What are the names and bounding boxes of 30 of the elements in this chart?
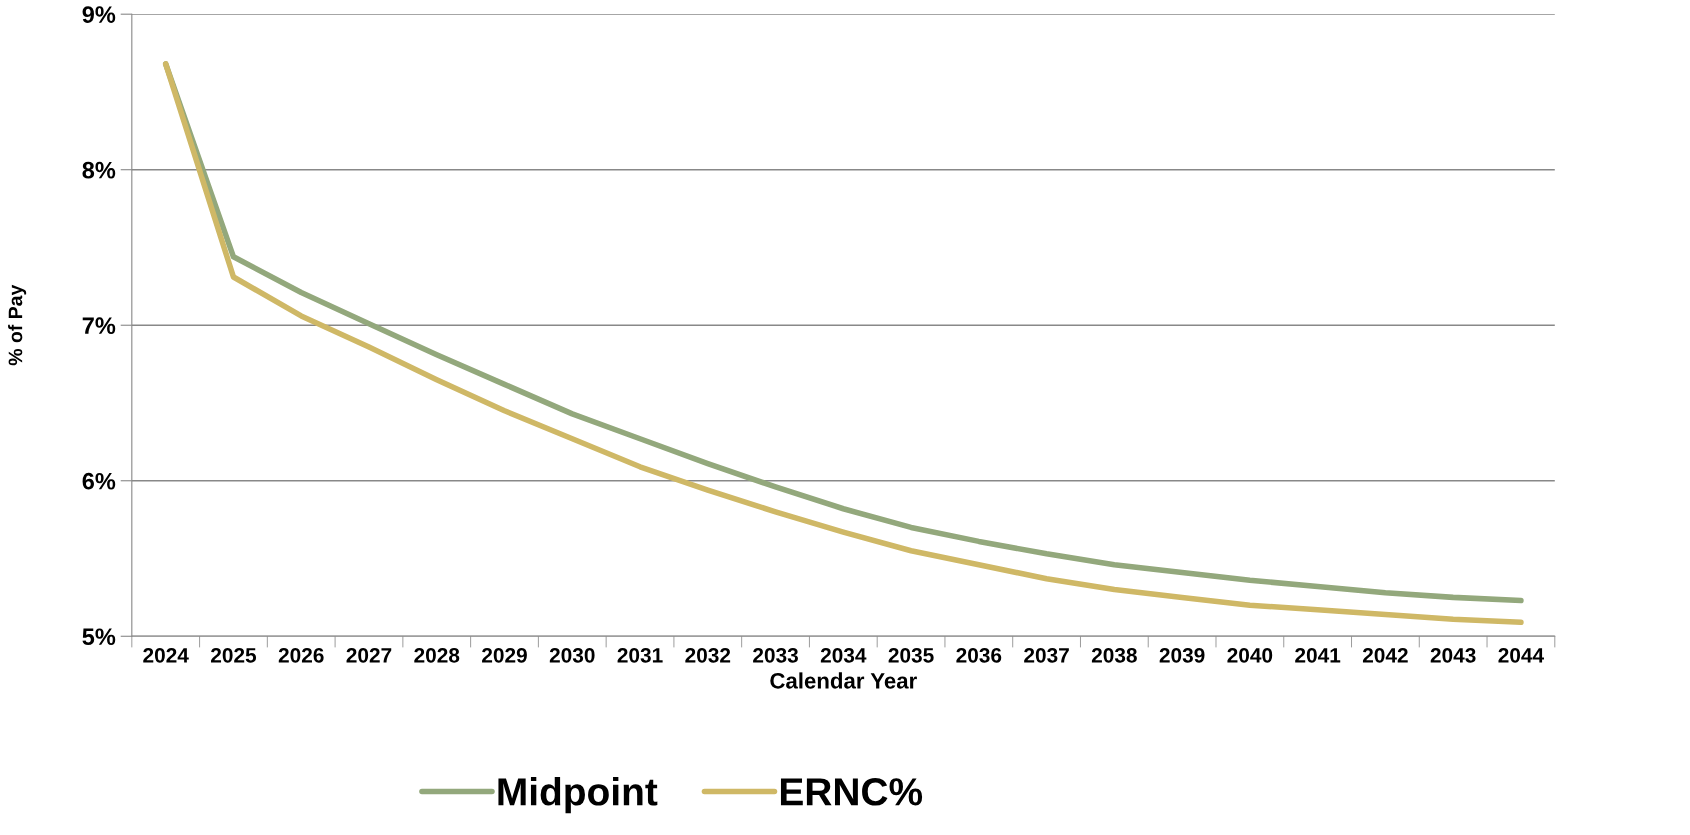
y-axis-title: % of Pay [8,284,27,366]
legend-label: Midpoint [498,777,658,814]
y-tick-label: 6% [82,472,116,490]
x-tick-label: 2039 [1159,647,1205,663]
y-tick-label: 5% [82,628,116,646]
x-tick-label: 2036 [956,647,1002,663]
x-tick-label: 2029 [482,647,527,663]
x-tick-label: 2030 [549,647,595,663]
legend-label: ERNC% [780,778,923,806]
x-tick-label: 2034 [820,647,867,663]
y-tick-label: 8% [82,161,116,179]
y-tick-label: 9% [82,6,116,23]
x-tick-label: 2025 [211,647,257,663]
x-tick-label: 2027 [346,647,392,663]
x-tick-label: 2026 [278,647,324,663]
x-tick-label: 2042 [1362,647,1408,663]
x-tick-label: 2031 [617,647,663,663]
x-axis-title: Calendar Year [770,672,917,689]
x-tick-label: 2040 [1227,647,1273,663]
x-tick-label: 2044 [1498,647,1544,663]
x-tick-label: 2033 [753,647,798,663]
x-tick-label: 2032 [685,647,731,663]
x-tick-label: 2037 [1024,647,1069,663]
y-tick-label: 7% [82,317,116,334]
x-tick-label: 2041 [1295,647,1341,663]
x-tick-label: 2028 [414,647,460,663]
x-tick-label: 2035 [888,647,934,663]
x-tick-label: 2024 [143,647,189,663]
x-tick-label: 2038 [1091,647,1137,663]
x-tick-label: 2043 [1430,647,1476,663]
